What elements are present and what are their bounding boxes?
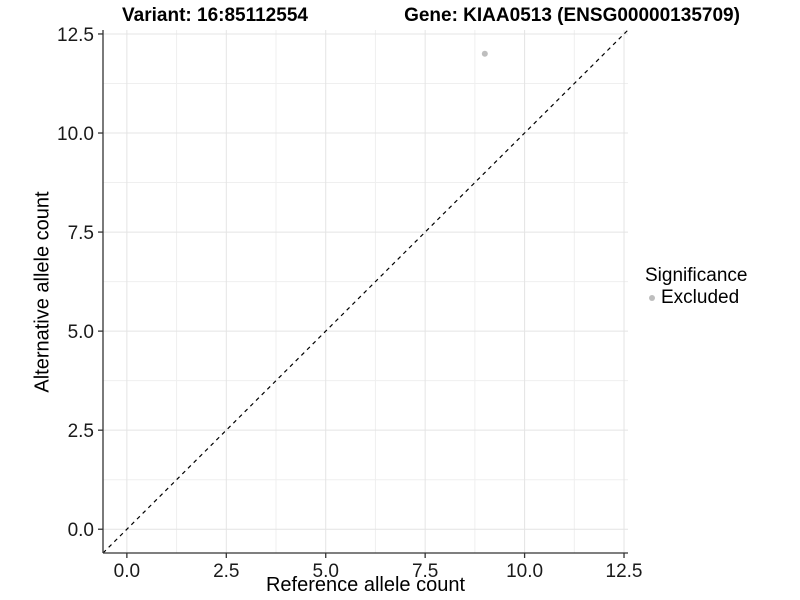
x-tick-label: 12.5 bbox=[606, 561, 643, 582]
x-tick-label: 10.0 bbox=[506, 561, 543, 582]
legend: Significance Excluded bbox=[645, 264, 747, 309]
plot-title-gene: Gene: KIAA0513 (ENSG00000135709) bbox=[404, 5, 740, 26]
legend-item-label: Excluded bbox=[661, 287, 740, 308]
x-axis-title: Reference allele count bbox=[265, 574, 465, 596]
data-point bbox=[481, 50, 488, 57]
y-tick-label: 7.5 bbox=[68, 223, 94, 244]
y-tick-label: 2.5 bbox=[68, 421, 94, 442]
legend-title: Significance bbox=[645, 265, 748, 286]
legend-item-excluded: Excluded bbox=[645, 287, 747, 309]
x-tick-label: 2.5 bbox=[213, 561, 239, 582]
legend-point-icon bbox=[649, 295, 655, 301]
x-tick-label: 5.0 bbox=[313, 561, 339, 582]
x-tick-label: 0.0 bbox=[114, 561, 140, 582]
y-tick-label: 0.0 bbox=[68, 520, 94, 541]
y-tick-label: 10.0 bbox=[57, 124, 94, 145]
y-tick-label: 12.5 bbox=[57, 25, 94, 46]
x-tick-label: 7.5 bbox=[412, 561, 438, 582]
identity-line bbox=[102, 29, 629, 554]
plot-title-variant: Variant: 16:85112554 bbox=[122, 5, 308, 26]
y-axis-title: Alternative allele count bbox=[31, 191, 54, 393]
y-tick-label: 5.0 bbox=[68, 322, 94, 343]
